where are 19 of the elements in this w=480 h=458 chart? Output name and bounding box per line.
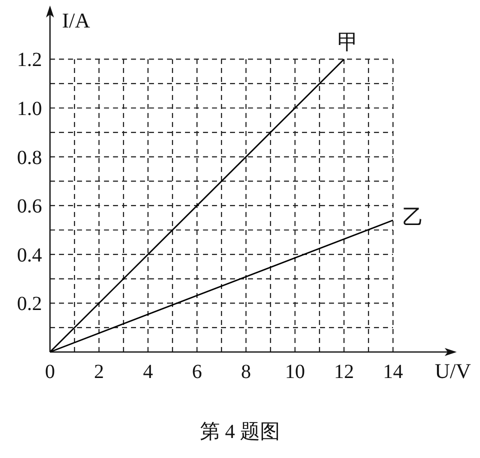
x-tick: 8 [241, 361, 251, 383]
series-label: 乙 [402, 205, 424, 230]
y-tick: 1.0 [17, 98, 42, 120]
x-tick: 14 [383, 361, 403, 383]
x-tick: 2 [94, 361, 104, 383]
x-tick: 6 [192, 361, 202, 383]
y-tick: 0.6 [17, 196, 42, 218]
y-tick: 0.2 [17, 293, 42, 316]
ylabel: I/A [62, 8, 90, 33]
x-tick: 4 [143, 361, 153, 383]
x-tick: 10 [285, 361, 305, 383]
y-tick: 0.4 [17, 244, 42, 266]
series-label: 甲 [338, 30, 358, 54]
x-tick: 12 [334, 361, 354, 383]
xlabel: U/V [434, 359, 471, 383]
y-tick: 1.2 [17, 49, 42, 72]
annotation: 第 4 题图 [200, 421, 280, 443]
y-tick: 0.8 [17, 146, 42, 169]
x-tick: 0 [45, 361, 55, 383]
